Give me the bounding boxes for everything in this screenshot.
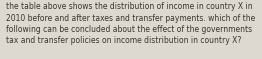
Text: the table above shows the distribution of income in country X in
2010 before and: the table above shows the distribution o… [6,2,255,45]
